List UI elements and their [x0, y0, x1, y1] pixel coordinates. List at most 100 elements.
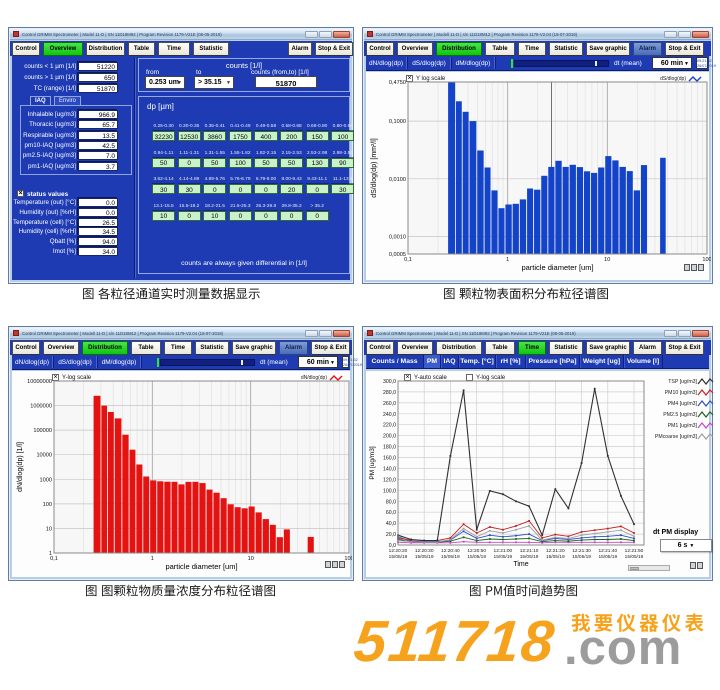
subtab-pressure-hpa-[interactable]: Pressure [hPa]	[526, 355, 580, 368]
maximize-button[interactable]	[678, 30, 691, 38]
subtab-rh-[interactable]: rH [%]	[496, 355, 526, 368]
tab-control[interactable]: Control	[366, 341, 394, 355]
maximize-button[interactable]	[319, 329, 332, 337]
tab-table[interactable]: Table	[485, 341, 515, 355]
tab-stop-exit[interactable]: Stop & Exit	[665, 42, 704, 56]
titlebar-number[interactable]: Control GRIMM Spectrometer | Modell 11-D…	[10, 328, 352, 339]
close-button[interactable]	[333, 30, 350, 38]
subtab-weight-ug-[interactable]: Weight [ug]	[580, 355, 624, 368]
bar	[498, 208, 505, 254]
surface-distribution-chart[interactable]: 0,4750 0,1000 0,0100 0,0010 0,0005 0,1 1 10 100 p…	[366, 72, 712, 284]
tab-table[interactable]: Table	[128, 42, 155, 56]
tab-control[interactable]: Control	[12, 341, 40, 355]
tab-distribution[interactable]: Distribution	[86, 42, 125, 56]
dp-range-label: 8.00-9.43	[281, 177, 302, 183]
tab-stop-exit[interactable]: Stop & Exit	[315, 42, 353, 56]
field-value: 650	[78, 73, 118, 82]
timeline-slider[interactable]	[160, 359, 255, 366]
chart-toolbar-icons[interactable]	[325, 561, 345, 568]
titlebar-pm[interactable]: Control GRIMM Spectrometer | Model 11-D …	[364, 328, 711, 339]
legend-line-icon	[697, 433, 714, 440]
tab-alarm[interactable]: Alarm	[279, 341, 308, 355]
status-values-checkbox[interactable]: ×	[17, 190, 24, 197]
minitab-iaq[interactable]: IAQ	[30, 96, 51, 105]
toolbar-button-dndlogdp[interactable]: dN/dlog(dp)	[15, 358, 49, 366]
tab-overview[interactable]: Overview	[43, 42, 83, 56]
titlebar-surface[interactable]: Control GRIMM Spectrometer | Modell 11-D…	[364, 29, 711, 40]
subtab-pm[interactable]: PM	[424, 355, 441, 368]
minimize-button[interactable]	[305, 30, 318, 38]
field-label: TC (range) [1/l]	[33, 85, 76, 92]
maximize-button[interactable]	[319, 30, 332, 38]
tab-statistic[interactable]: Statistic	[193, 42, 229, 56]
field-label: Qbatt [%]	[49, 238, 76, 246]
field-row: Thoracic [ug/m3] 65.7	[12, 120, 134, 130]
x-tick-date: 15/05/19	[598, 554, 617, 560]
toolbar-button-dsdlogdp[interactable]: dS/dlog(dp)	[58, 358, 92, 366]
minimize-button[interactable]	[664, 329, 677, 337]
toolbar-button-dmdlogdp[interactable]: dM/dlog(dp)	[455, 59, 491, 67]
tab-save-graphic[interactable]: Save graphic	[586, 341, 630, 355]
chart-toolbar-icons[interactable]	[684, 264, 704, 271]
close-button[interactable]	[692, 329, 709, 337]
dt-mean-dropdown[interactable]: 60 min ▼	[652, 57, 692, 69]
tab-time[interactable]: Time	[164, 341, 192, 355]
dt-pm-dropdown[interactable]: 6 s ▼	[660, 539, 712, 552]
cjk-text	[444, 287, 608, 300]
maximize-button[interactable]	[678, 329, 691, 337]
tab-distribution[interactable]: Distribution	[82, 341, 128, 355]
subtab-counts-mass[interactable]: Counts / Mass	[366, 355, 424, 368]
titlebar-overview[interactable]: Control GRIMM Spectrometer | Model 11-D …	[10, 29, 352, 40]
tab-table[interactable]: Table	[485, 42, 515, 56]
minimize-button[interactable]	[664, 30, 677, 38]
field-row: pm1-IAQ [ug/m3] 3.7	[12, 161, 134, 172]
chart-toolbar-icons[interactable]	[690, 562, 703, 569]
tab-statistic[interactable]: Statistic	[549, 341, 583, 355]
toolbar-button-dsdlogdp[interactable]: dS/dlog(dp)	[412, 59, 446, 67]
tab-distribution[interactable]: Distribution	[436, 42, 482, 56]
tab-statistic[interactable]: Statistic	[195, 341, 229, 355]
tab-time[interactable]: Time	[518, 42, 546, 56]
legend-line-icon	[329, 375, 343, 381]
ylog-checkbox-label: Y-log scale	[62, 375, 92, 381]
minimize-button[interactable]	[305, 329, 318, 337]
tab-alarm[interactable]: Alarm	[633, 42, 662, 56]
tab-save-graphic[interactable]: Save graphic	[586, 42, 630, 56]
tab-distribution[interactable]: Distribution	[436, 341, 482, 355]
tab-alarm[interactable]: Alarm	[633, 341, 662, 355]
dp-value-cell: 0	[203, 184, 227, 195]
subtab-temp-c-[interactable]: Temp. [°C]	[459, 355, 496, 368]
scrollbar-thumb[interactable]	[630, 567, 639, 570]
pm-trend-chart[interactable]: 0,0 20,0 40,0 60,0 80,0 100,0 120,0 140,0 160,0 1…	[366, 371, 711, 581]
minitab-enviro[interactable]: Enviro	[54, 96, 82, 105]
tab-time[interactable]: Time	[158, 42, 190, 56]
tab-overview[interactable]: Overview	[397, 42, 433, 56]
timeline-slider[interactable]	[514, 60, 609, 67]
tab-control[interactable]: Control	[12, 42, 40, 56]
dt-mean-dropdown[interactable]: 60 min ▼	[298, 356, 338, 368]
tab-stop-exit[interactable]: Stop & Exit	[311, 341, 350, 355]
tab-save-graphic[interactable]: Save graphic	[232, 341, 276, 355]
toolbar-button-dmdlogdp[interactable]: dM/dlog(dp)	[101, 358, 137, 366]
tab-statistic[interactable]: Statistic	[549, 42, 583, 56]
tab-alarm[interactable]: Alarm	[288, 42, 312, 56]
field-value: 0.0	[78, 207, 118, 217]
close-button[interactable]	[333, 329, 350, 337]
horizontal-scrollbar[interactable]	[628, 565, 670, 571]
tab-overview[interactable]: Overview	[397, 341, 433, 355]
tab-time[interactable]: Time	[518, 341, 546, 355]
bar	[234, 507, 241, 553]
close-button[interactable]	[692, 30, 709, 38]
subtab-iaq[interactable]: IAQ	[441, 355, 459, 368]
from-dropdown[interactable]: 0.253 um ▼	[145, 76, 185, 89]
dp-range-label: 0.25-0.30	[153, 124, 174, 129]
toolbar-button-dndlogdp[interactable]: dN/dlog(dp)	[369, 59, 403, 67]
tab-stop-exit[interactable]: Stop & Exit	[665, 341, 704, 355]
field-row: Respirable [ug/m3] 13.5	[12, 130, 134, 141]
subtab-volume-l-[interactable]: Volume [l]	[624, 355, 663, 368]
tab-control[interactable]: Control	[366, 42, 394, 56]
to-dropdown[interactable]: > 35.15 ▼	[194, 76, 234, 89]
tab-table[interactable]: Table	[131, 341, 161, 355]
number-distribution-chart[interactable]: 10000000 1000000 100000 10000 1000 100 10 1 0,1 1…	[12, 371, 354, 581]
tab-overview[interactable]: Overview	[43, 341, 79, 355]
